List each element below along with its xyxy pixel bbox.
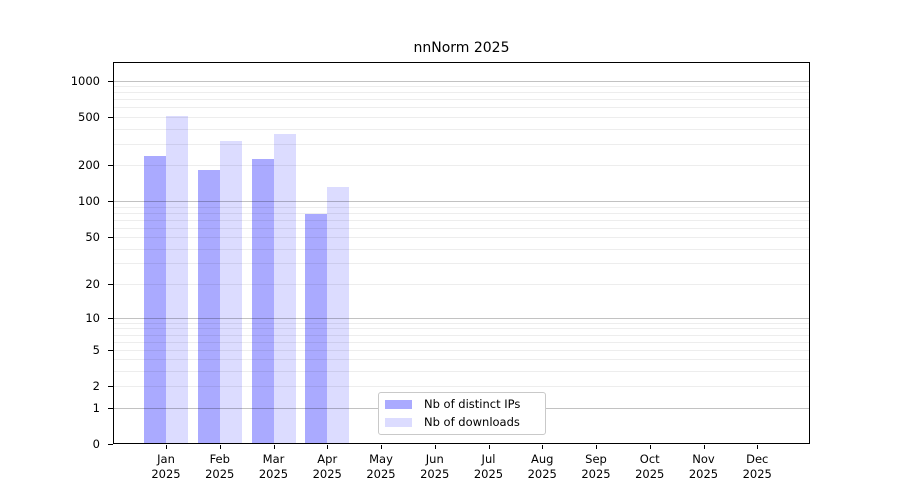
y-tick xyxy=(108,237,113,239)
gridline-minor xyxy=(114,359,809,361)
gridline-minor xyxy=(114,99,809,101)
y-tick xyxy=(108,407,113,409)
x-tick-label: Jul 2025 xyxy=(473,452,504,481)
y-tick-label: 200 xyxy=(78,158,100,173)
y-tick xyxy=(108,117,113,119)
gridline-major xyxy=(114,201,809,203)
x-tick xyxy=(273,445,275,449)
y-tick-label: 20 xyxy=(85,276,100,291)
y-tick-label: 1000 xyxy=(70,73,100,88)
legend-swatch-downloads xyxy=(385,418,412,427)
x-tick-label: Nov 2025 xyxy=(688,452,719,481)
gridline-minor xyxy=(114,371,809,373)
gridline-minor xyxy=(114,322,809,324)
x-tick xyxy=(434,445,436,449)
gridline-minor xyxy=(114,341,809,343)
gridline-minor xyxy=(114,248,809,250)
bar-distinct-ips xyxy=(197,170,220,444)
gridline-minor xyxy=(114,328,809,330)
x-tick xyxy=(757,445,759,449)
y-tick xyxy=(108,349,113,351)
legend-item-distinct-ips: Nb of distinct IPs xyxy=(385,397,539,412)
gridline-major xyxy=(114,317,809,319)
y-tick xyxy=(108,283,113,285)
gridline-minor xyxy=(114,92,809,94)
x-tick-label: Sep 2025 xyxy=(581,452,611,481)
x-tick-label: Jan 2025 xyxy=(151,452,181,481)
gridline-minor xyxy=(114,212,809,214)
x-tick-label: Oct 2025 xyxy=(635,452,665,481)
x-tick xyxy=(219,445,221,449)
y-tick xyxy=(108,165,113,167)
bar-downloads xyxy=(327,187,350,444)
x-tick-label: Jun 2025 xyxy=(420,452,450,481)
bar-downloads xyxy=(166,116,188,444)
y-tick xyxy=(108,80,113,82)
gridline-minor xyxy=(114,237,809,239)
x-tick-label: Feb 2025 xyxy=(205,452,235,481)
y-tick-label: 2 xyxy=(92,379,100,394)
gridline-minor xyxy=(114,263,809,265)
legend-label-downloads: Nb of downloads xyxy=(424,415,520,429)
bar-distinct-ips xyxy=(251,159,274,444)
y-tick xyxy=(108,317,113,319)
x-tick-label: Aug 2025 xyxy=(527,452,557,481)
x-tick xyxy=(166,445,167,449)
gridline-minor xyxy=(114,165,809,167)
y-tick-label: 1 xyxy=(92,400,100,415)
bar-downloads xyxy=(273,133,296,444)
x-tick-label: Dec 2025 xyxy=(742,452,772,481)
x-tick-label: Mar 2025 xyxy=(258,452,289,481)
bar-distinct-ips xyxy=(144,155,166,444)
legend-item-downloads: Nb of downloads xyxy=(385,415,539,430)
gridline-minor xyxy=(114,219,809,221)
gridline-minor xyxy=(114,117,809,119)
gridline-minor xyxy=(114,128,809,130)
y-tick-label: 500 xyxy=(78,110,100,125)
y-tick-label: 100 xyxy=(78,194,100,209)
bar-distinct-ips xyxy=(305,214,328,444)
gridline-minor xyxy=(114,334,809,336)
legend-label-distinct-ips: Nb of distinct IPs xyxy=(424,397,521,411)
x-tick xyxy=(488,445,490,449)
y-tick-label: 10 xyxy=(85,310,100,325)
x-tick xyxy=(542,445,544,449)
gridline-minor xyxy=(114,386,809,388)
y-tick xyxy=(108,201,113,203)
gridline-minor xyxy=(114,227,809,229)
gridline-major xyxy=(114,80,809,82)
legend: Nb of distinct IPs Nb of downloads xyxy=(378,392,546,435)
y-tick xyxy=(108,444,113,445)
gridline-minor xyxy=(114,283,809,285)
x-tick xyxy=(703,445,705,449)
x-tick xyxy=(327,445,329,449)
gridline-minor xyxy=(114,107,809,109)
legend-swatch-distinct-ips xyxy=(385,400,412,409)
gridline-minor xyxy=(114,349,809,351)
y-tick xyxy=(108,386,113,388)
x-tick-label: May 2025 xyxy=(366,452,396,481)
x-tick xyxy=(381,445,382,449)
x-tick-label: Apr 2025 xyxy=(312,452,342,481)
y-tick-label: 0 xyxy=(92,437,100,451)
gridline-minor xyxy=(114,206,809,208)
chart-title: nnNorm 2025 xyxy=(413,40,510,56)
gridline-minor xyxy=(114,86,809,88)
y-tick-label: 5 xyxy=(92,342,100,357)
x-tick xyxy=(649,445,651,449)
gridline-minor xyxy=(114,143,809,145)
bar-downloads xyxy=(219,140,242,444)
x-tick xyxy=(596,445,597,449)
y-tick-label: 50 xyxy=(85,230,100,245)
